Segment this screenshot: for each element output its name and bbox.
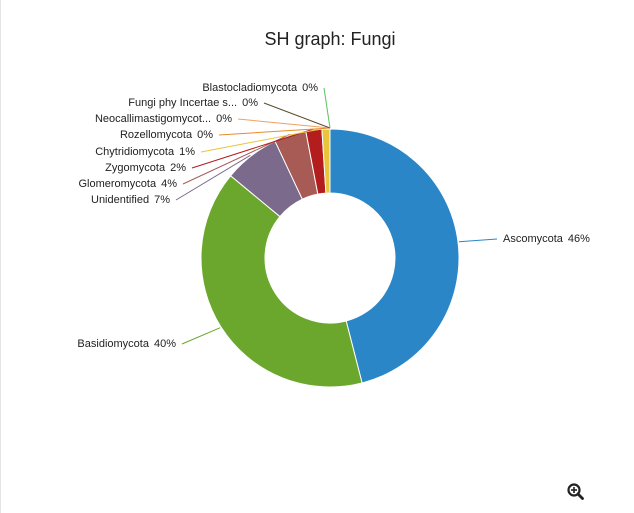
slice-label: Ascomycota 46%: [503, 233, 590, 245]
slice-label: Glomeromycota 4%: [78, 178, 177, 190]
slice-label: Zygomycota 2%: [105, 162, 186, 174]
donut-slice: [200, 175, 363, 388]
zoom-lens: [567, 483, 581, 497]
slice-name: Basidiomycota: [77, 338, 149, 350]
slice-name: Unidentified: [91, 194, 149, 206]
leader-line: [458, 238, 498, 243]
slice-value: 4%: [161, 178, 177, 190]
slice-name: Chytridiomycota: [95, 146, 175, 158]
chart-title: SH graph: Fungi: [264, 29, 395, 49]
slice-name: Zygomycota: [105, 162, 166, 174]
slice-value: 0%: [302, 82, 318, 94]
leader-line: [175, 154, 251, 201]
slice-label: Fungi phy Incertae s... 0%: [128, 97, 258, 109]
slice-name: Neocallimastigomycot...: [95, 113, 211, 125]
slice-value: 7%: [154, 194, 170, 206]
donut-slice: [329, 128, 460, 384]
slice-value: 1%: [179, 146, 195, 158]
leader-line: [263, 102, 331, 129]
slice-label: Neocallimastigomycot... 0%: [95, 113, 232, 125]
slice-name: Ascomycota: [503, 233, 564, 245]
slice-name: Rozellomycota: [120, 129, 193, 141]
slice-label: Chytridiomycota 1%: [95, 146, 195, 158]
slice-value: 0%: [242, 97, 258, 109]
leader-line: [323, 87, 331, 129]
slice-name: Glomeromycota: [78, 178, 157, 190]
slice-label: Rozellomycota 0%: [120, 129, 213, 141]
leader-line: [181, 327, 221, 345]
slice-value: 0%: [216, 113, 232, 125]
leader-line: [191, 128, 314, 169]
slice-value: 0%: [197, 129, 213, 141]
slice-value: 46%: [568, 233, 590, 245]
slice-value: 40%: [154, 338, 176, 350]
zoom-handle: [576, 492, 584, 500]
slice-value: 2%: [170, 162, 186, 174]
slice-label: Blastocladiomycota 0%: [202, 82, 318, 94]
slice-name: Blastocladiomycota: [202, 82, 298, 94]
leader-line: [237, 118, 331, 129]
zoom-icon[interactable]: [567, 483, 584, 500]
slice-label: Basidiomycota 40%: [77, 338, 176, 350]
leader-line: [200, 127, 327, 153]
leader-line: [218, 127, 331, 136]
slice-name: Fungi phy Incertae s...: [128, 97, 237, 109]
slice-label: Unidentified 7%: [91, 194, 170, 206]
